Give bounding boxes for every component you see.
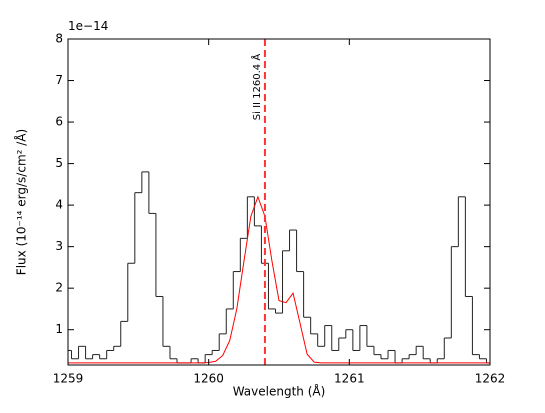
x-tick-label: 1262: [475, 372, 506, 386]
x-tick-label: 1259: [53, 372, 84, 386]
y-tick-label: 5: [55, 156, 63, 170]
y-tick-label: 3: [55, 239, 63, 253]
x-tick-label: 1261: [334, 372, 365, 386]
plot-frame: [67, 38, 491, 366]
fit-line: [68, 195, 490, 364]
x-tick-label: 1260: [193, 372, 224, 386]
annotation: Si II 1260.4 Å: [250, 54, 263, 121]
y-tick-label: 7: [55, 73, 63, 87]
y-axis-label: Flux (10⁻¹⁴ erg/s/cm² /Å): [14, 129, 29, 275]
x-axis-label: Wavelength (Å): [233, 384, 326, 399]
y-tick-label: 4: [55, 198, 63, 212]
offset-text: 1e−14: [68, 19, 108, 33]
y-tick-label: 2: [55, 281, 63, 295]
y-tick-label: 1: [55, 322, 63, 336]
y-tick-label: 6: [55, 115, 63, 129]
y-tick-label: 8: [55, 32, 63, 46]
